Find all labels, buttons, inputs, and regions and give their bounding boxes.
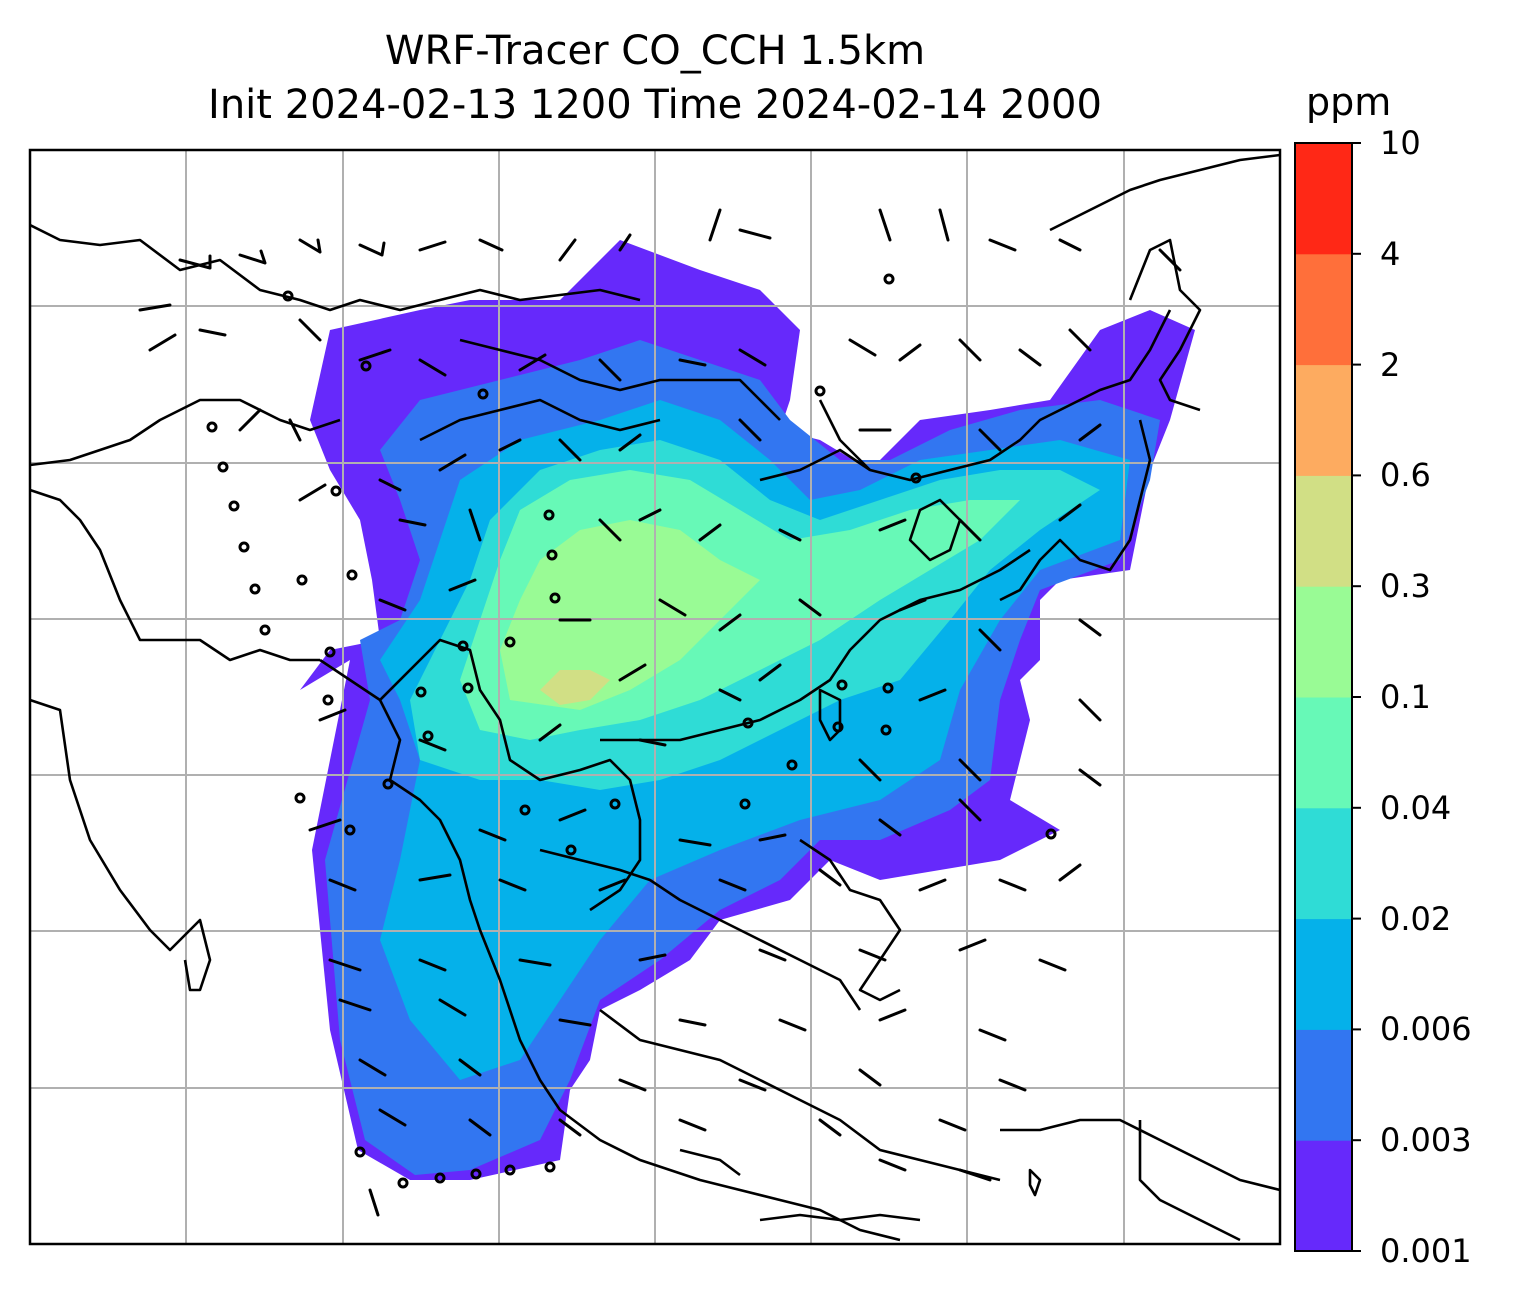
colorbar-tick-label: 2 [1380,345,1401,384]
field-level-0.1 [500,520,760,710]
colorbar-tick-label: 0.003 [1380,1121,1472,1160]
colorbar-tick-label: 0.006 [1380,1010,1472,1049]
colorbar-tick-label: 0.04 [1380,788,1452,827]
concentration-field [300,240,1195,1180]
colorbar [1294,142,1361,1252]
gridlines [30,150,1280,1244]
chart-title-line-1: WRF-Tracer CO_CCH 1.5km [384,28,926,74]
colorbar-segment [1295,1140,1352,1252]
colorbar-segment [1295,143,1352,255]
calm-markers [206,273,1057,1189]
colorbar-tick-label: 4 [1380,234,1401,273]
coastlines [30,153,1280,1242]
colorbar-segment [1295,1029,1352,1141]
colorbar-segment [1295,807,1352,920]
field-level-0.3 [540,670,610,705]
colorbar-segment [1295,697,1352,809]
colorbar-segment [1295,586,1352,698]
colorbar-segment [1295,253,1352,366]
colorbar-tick-label: 10 [1380,124,1421,162]
map-frame [28,148,1282,1246]
colorbar-tick-label: 0.02 [1380,899,1452,938]
wind-barbs [138,208,1182,1217]
chart-title-line-2: Init 2024-02-13 1200 Time 2024-02-14 200… [208,82,1102,128]
colorbar-tick-label: 0.001 [1380,1232,1472,1270]
colorbar-segment [1295,364,1352,476]
colorbar-tick-label: 0.6 [1380,456,1431,495]
colorbar-tick-label: 0.1 [1380,678,1431,716]
colorbar-segment [1295,918,1352,1030]
colorbar-unit-label: ppm [1306,80,1392,124]
colorbar-segment [1295,475,1352,587]
map-content [30,150,1280,1244]
colorbar-tick-label: 0.3 [1380,567,1431,606]
